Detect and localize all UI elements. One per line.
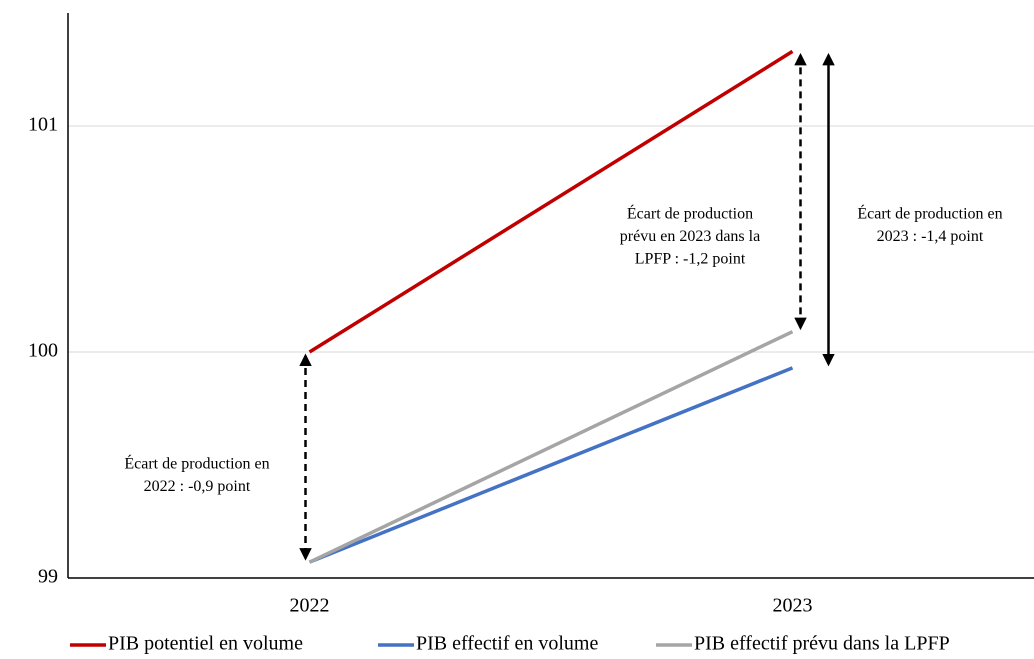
y-tick-label: 101 <box>28 114 58 136</box>
annotation: LPFP : -1,2 point <box>635 251 746 268</box>
annotation: prévu en 2023 dans la <box>620 228 760 245</box>
series-line <box>308 49 794 354</box>
x-tick-label: 2022 <box>290 595 330 617</box>
annotation: Écart de production en <box>124 454 269 473</box>
y-tick-label: 99 <box>38 566 58 588</box>
annotation: 2022 : -0,9 point <box>144 478 251 495</box>
series-line <box>308 366 794 564</box>
legend-label: PIB effectif prévu dans la LPFP <box>694 633 950 655</box>
series-line <box>308 330 794 564</box>
annotation: 2023 : -1,4 point <box>877 228 984 245</box>
annotation: Écart de production <box>627 204 753 223</box>
annotation: Écart de production en <box>857 204 1002 223</box>
y-tick-label: 100 <box>28 340 58 362</box>
legend-label: PIB effectif en volume <box>416 633 598 655</box>
legend-label: PIB potentiel en volume <box>108 633 303 655</box>
x-tick-label: 2023 <box>773 595 813 617</box>
